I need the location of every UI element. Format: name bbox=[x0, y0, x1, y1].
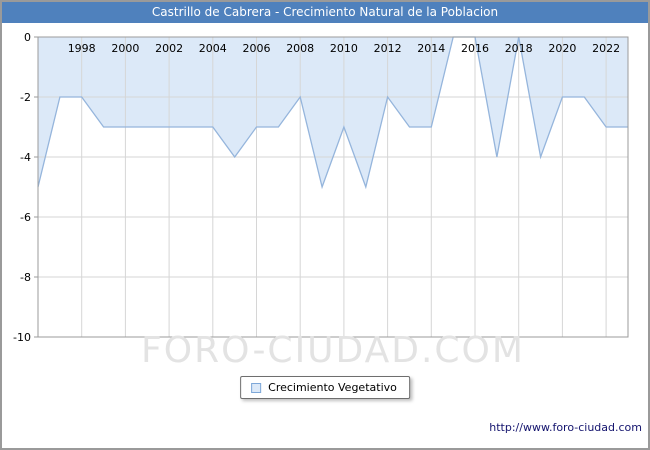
y-tick-label: -4 bbox=[20, 151, 31, 164]
legend: Crecimiento Vegetativo bbox=[240, 376, 410, 399]
y-tick-label: -6 bbox=[20, 211, 31, 224]
x-tick-label: 2014 bbox=[417, 42, 445, 55]
y-tick-label: -8 bbox=[20, 271, 31, 284]
legend-label: Crecimiento Vegetativo bbox=[268, 381, 397, 394]
x-tick-label: 2008 bbox=[286, 42, 314, 55]
x-tick-label: 2020 bbox=[548, 42, 576, 55]
footer-link[interactable]: http://www.foro-ciudad.com bbox=[489, 421, 642, 434]
y-tick-label: -10 bbox=[13, 331, 31, 344]
series-line bbox=[37, 36, 628, 190]
x-tick-label: 2010 bbox=[330, 42, 358, 55]
x-tick-label: 2016 bbox=[461, 42, 489, 55]
x-tick-label: 2004 bbox=[199, 42, 227, 55]
x-tick-label: 2006 bbox=[243, 42, 271, 55]
plot-border bbox=[37, 36, 629, 338]
y-tick-label: 0 bbox=[24, 31, 31, 44]
y-tick-label: -2 bbox=[20, 91, 31, 104]
chart-title: Castrillo de Cabrera - Crecimiento Natur… bbox=[2, 2, 648, 23]
x-tick-label: 1998 bbox=[68, 42, 96, 55]
x-tick-label: 2022 bbox=[592, 42, 620, 55]
x-tick-label: 2002 bbox=[155, 42, 183, 55]
area-fill bbox=[38, 37, 628, 187]
x-tick-label: 2018 bbox=[505, 42, 533, 55]
x-tick-label: 2012 bbox=[374, 42, 402, 55]
legend-swatch-icon bbox=[251, 382, 262, 393]
x-tick-label: 2000 bbox=[111, 42, 139, 55]
